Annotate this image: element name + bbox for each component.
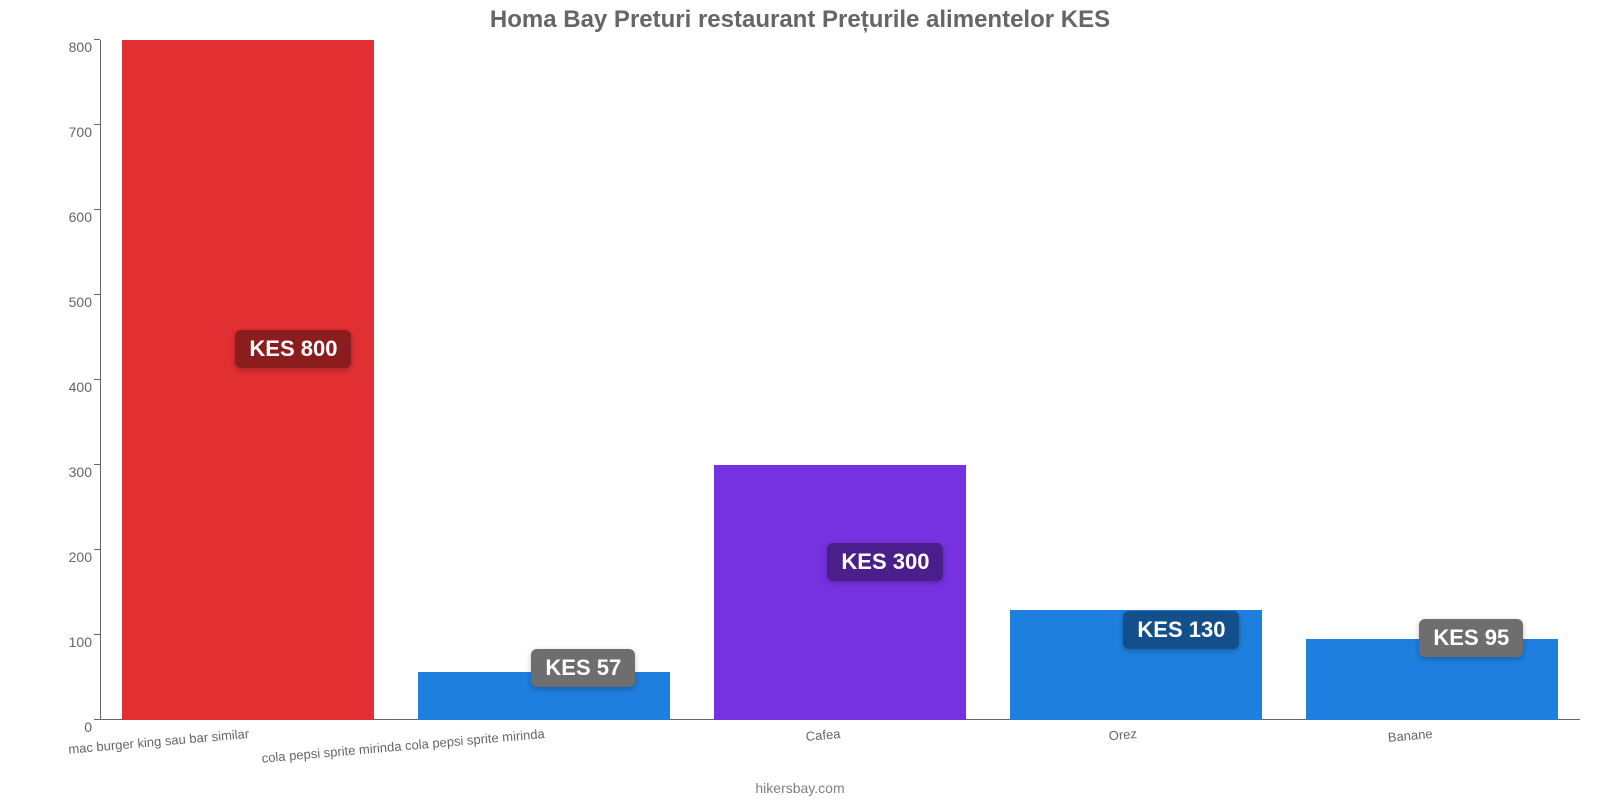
bar-value-label: KES 800 <box>235 330 351 368</box>
price-bar-chart: Homa Bay Preturi restaurant Prețurile al… <box>0 0 1600 800</box>
y-axis: 0100200300400500600700800 <box>40 40 100 720</box>
bars-group: KES 800 KES 57 KES 300 KES 130 KES 95 <box>100 40 1580 720</box>
bar-value-label: KES 95 <box>1419 619 1523 657</box>
plot-area: 0100200300400500600700800 KES 800KES 57K… <box>100 40 1580 720</box>
y-tick-label: 100 <box>69 634 92 650</box>
bar-value-label: KES 300 <box>827 543 943 581</box>
y-tick-label: 400 <box>69 379 92 395</box>
bar <box>122 40 374 720</box>
y-tick-label: 600 <box>69 209 92 225</box>
x-category-label: Orez <box>1108 726 1137 743</box>
bar-value-label: KES 130 <box>1123 611 1239 649</box>
y-tick-label: 0 <box>84 719 92 735</box>
chart-title: Homa Bay Preturi restaurant Prețurile al… <box>0 6 1600 34</box>
y-tick-label: 500 <box>69 294 92 310</box>
x-category-label: cola pepsi sprite mirinda cola pepsi spr… <box>261 726 545 766</box>
x-axis-labels: mac burger king sau bar similarcola peps… <box>100 726 1580 786</box>
bar <box>714 465 966 720</box>
y-tick-label: 200 <box>69 549 92 565</box>
x-category-label: Banane <box>1387 726 1433 745</box>
x-category-label: mac burger king sau bar similar <box>67 726 249 757</box>
bar-value-label: KES 57 <box>531 649 635 687</box>
x-category-label: Cafea <box>805 726 841 744</box>
y-tick-label: 700 <box>69 124 92 140</box>
attribution-text: hikersbay.com <box>0 780 1600 796</box>
y-tick-label: 300 <box>69 464 92 480</box>
y-tick-label: 800 <box>69 39 92 55</box>
